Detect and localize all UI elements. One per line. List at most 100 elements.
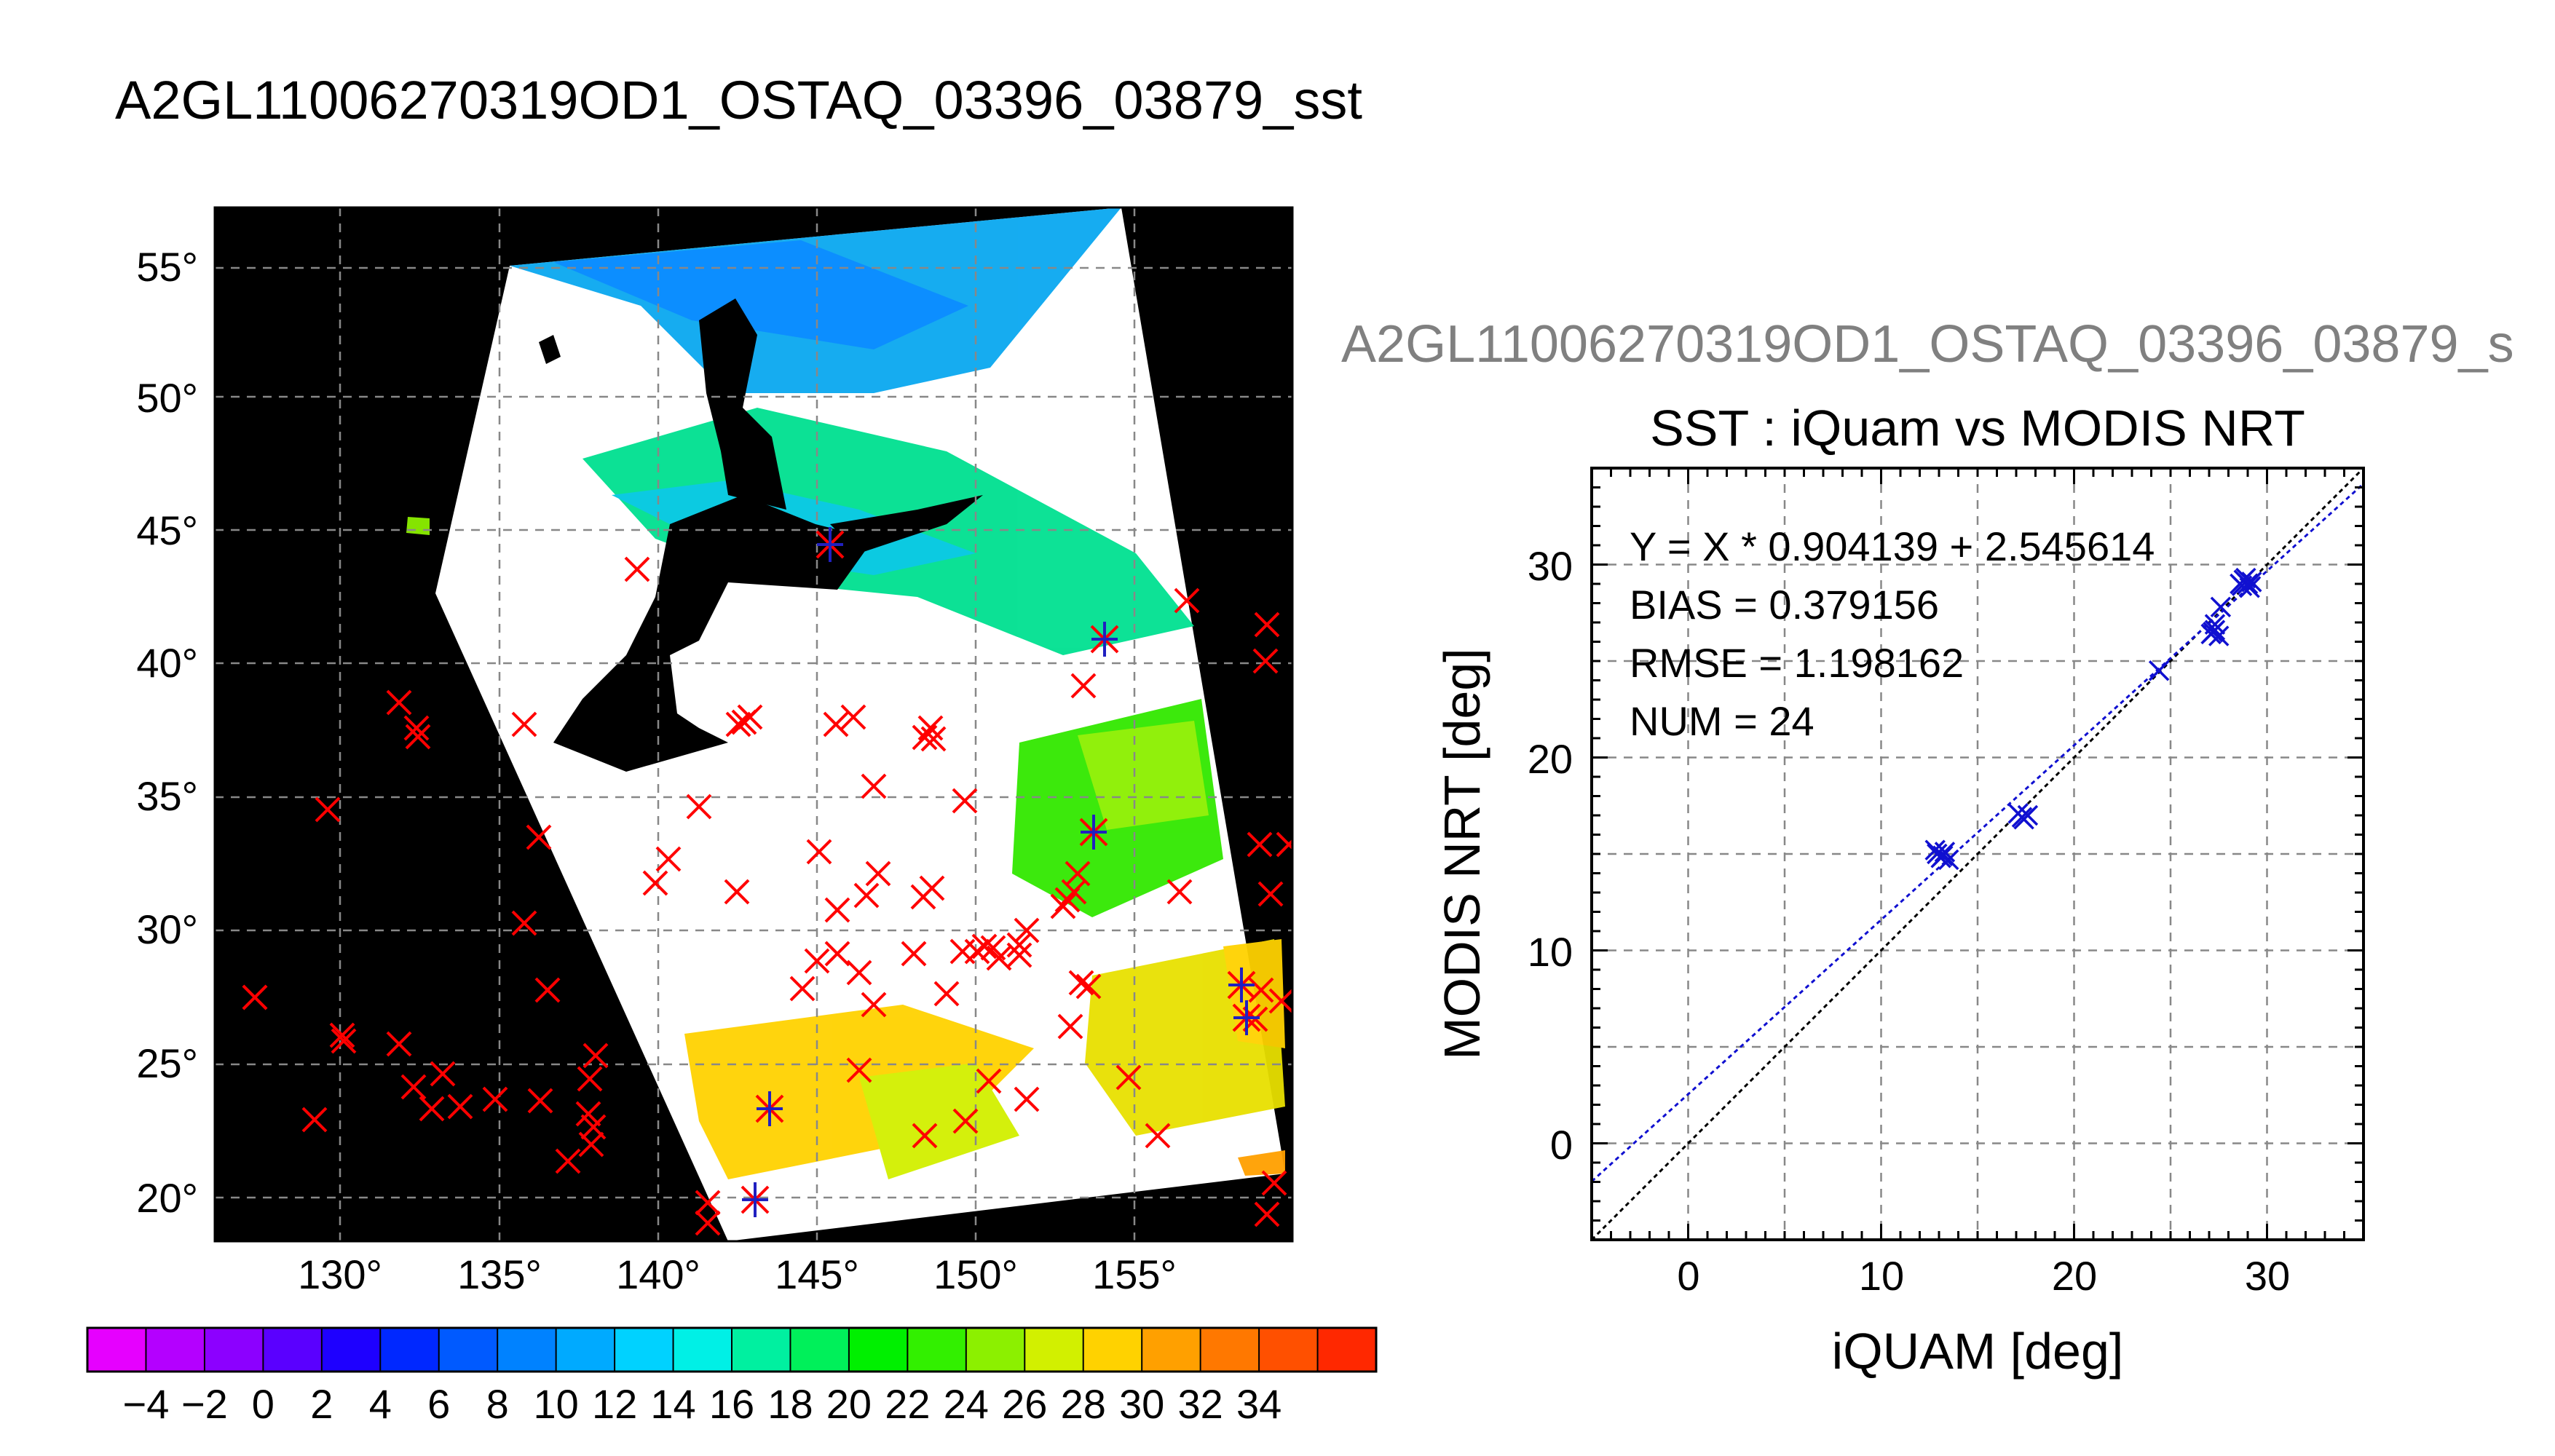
colorbar-cell (380, 1328, 440, 1372)
lat-label: 40° (136, 640, 198, 686)
matched-buoy-marker (1227, 968, 1256, 1002)
buoy-marker (430, 1061, 456, 1087)
buoy-marker (575, 1101, 601, 1127)
colorbar-cell (263, 1328, 323, 1372)
buoy-marker (1061, 879, 1087, 905)
scatter-points (1924, 567, 2262, 871)
lon-label: 140° (616, 1251, 700, 1297)
buoy-marker (624, 556, 650, 582)
buoy-marker (861, 992, 887, 1018)
colorbar-tick-label: 20 (826, 1381, 872, 1427)
buoy-marker (1257, 881, 1284, 907)
colorbar-tick-label: 30 (1119, 1381, 1164, 1427)
colorbar-cell (87, 1328, 146, 1372)
buoy-marker (511, 910, 537, 936)
colorbar-cell (848, 1328, 908, 1372)
buoy-marker (789, 976, 816, 1002)
buoy-marker (583, 1042, 609, 1069)
lat-label: 30° (136, 906, 198, 952)
buoy-marker (806, 839, 832, 865)
buoy-marker (917, 715, 944, 741)
colorbar-tick-label: 8 (486, 1381, 509, 1427)
lat-label: 20° (136, 1175, 198, 1221)
buoy-marker (1075, 973, 1102, 1000)
buoy-marker (403, 715, 430, 741)
land-mask (539, 298, 983, 772)
colorbar-cells (87, 1328, 1377, 1372)
lat-label: 50° (136, 375, 198, 421)
lon-label: 155° (1092, 1251, 1177, 1297)
buoy-marker (1247, 831, 1273, 858)
colorbar-cell (1317, 1328, 1377, 1372)
x-tick-label: 10 (1859, 1253, 1904, 1299)
scatter-file-title: A2GL11006270319OD1_OSTAQ_03396_03879_s (1341, 315, 2514, 373)
sst-map: 55° 50° 45° 40° 35° 30° 25° 20° 130° 135… (136, 206, 1294, 1297)
buoy-marker (731, 709, 757, 735)
lon-axis-labels: 130° 135° 140° 145° 150° 155° (298, 1251, 1177, 1297)
buoy-marker (846, 960, 872, 986)
scatter-point (2204, 614, 2226, 635)
y-axis-label: MODIS NRT [deg] (1434, 648, 1490, 1059)
colorbar-tick-label: 14 (650, 1381, 695, 1427)
buoy-marker (824, 897, 850, 923)
buoy-marker (1261, 1170, 1287, 1196)
lat-label: 35° (136, 773, 198, 819)
buoy-marker (577, 1066, 603, 1092)
colorbar-tick-label: 18 (767, 1381, 813, 1427)
buoy-marker (695, 1210, 721, 1236)
buoy-marker (1174, 587, 1200, 614)
buoy-marker (329, 1022, 355, 1048)
buoy-marker (1057, 1013, 1083, 1040)
buoy-marker (482, 1086, 508, 1112)
colorbar-tick-labels: −4 −2 0 2 4 6 8 10 12 14 16 18 20 22 24 26 28 30 32 34 (123, 1381, 1282, 1427)
buoy-marker (823, 711, 849, 737)
colorbar-cell (790, 1328, 850, 1372)
y-tick-label: 30 (1528, 543, 1573, 589)
buoy-marker (824, 941, 850, 967)
scatter-point (1938, 849, 1959, 871)
colorbar-tick-label: −4 (123, 1381, 170, 1427)
colorbar-tick-label: 6 (427, 1381, 450, 1427)
scatter-plot: SST : iQuam vs MODIS NRT Y = X * 0.90413… (1434, 400, 2365, 1380)
lon-label: 135° (457, 1251, 542, 1297)
scatter-grid (1592, 468, 2364, 1240)
buoy-marker (912, 1123, 938, 1149)
lat-label: 55° (136, 244, 198, 290)
rmse-value: RMSE = 1.198162 (1630, 640, 1964, 686)
buoy-marker (865, 860, 891, 887)
map-grid (215, 207, 1292, 1241)
buoy-marker (1006, 932, 1032, 958)
colorbar-tick-label: 12 (592, 1381, 637, 1427)
buoy-marker (1115, 1064, 1142, 1091)
x-tick-label: 30 (2245, 1253, 2290, 1299)
buoy-marker (405, 724, 431, 750)
buoy-marker (1276, 831, 1292, 858)
buoy-marker (949, 938, 976, 965)
scatter-point (2203, 622, 2224, 643)
buoy-marker (1014, 1086, 1040, 1112)
buoy-marker (976, 1068, 1002, 1094)
colorbar-cell (1024, 1328, 1084, 1372)
buoy-marker (400, 1074, 427, 1100)
buoy-marker (526, 824, 552, 850)
buoy-marker (695, 1190, 721, 1216)
buoy-marker (1145, 1123, 1171, 1149)
colorbar-tick-label: 4 (369, 1381, 392, 1427)
scatter-point (2237, 573, 2259, 595)
buoy-marker (301, 1107, 328, 1133)
colorbar-tick-label: 34 (1236, 1381, 1282, 1427)
scatter-title: SST : iQuam vs MODIS NRT (1650, 400, 2305, 456)
colorbar-cell (965, 1328, 1025, 1372)
buoy-marker (986, 945, 1012, 971)
colorbar-tick-label: 22 (885, 1381, 930, 1427)
map-markers (242, 527, 1292, 1236)
colorbar-cell (1083, 1328, 1142, 1372)
x-tick-labels: 0 10 20 30 (1677, 1253, 2290, 1299)
scatter-point (1924, 839, 1946, 860)
buoy-marker (315, 796, 341, 823)
buoy-marker (527, 1088, 553, 1114)
buoy-marker (846, 1057, 872, 1083)
buoy-marker (971, 933, 998, 960)
scatter-ticks (1590, 467, 2365, 1241)
colorbar-tick-label: 24 (944, 1381, 989, 1427)
